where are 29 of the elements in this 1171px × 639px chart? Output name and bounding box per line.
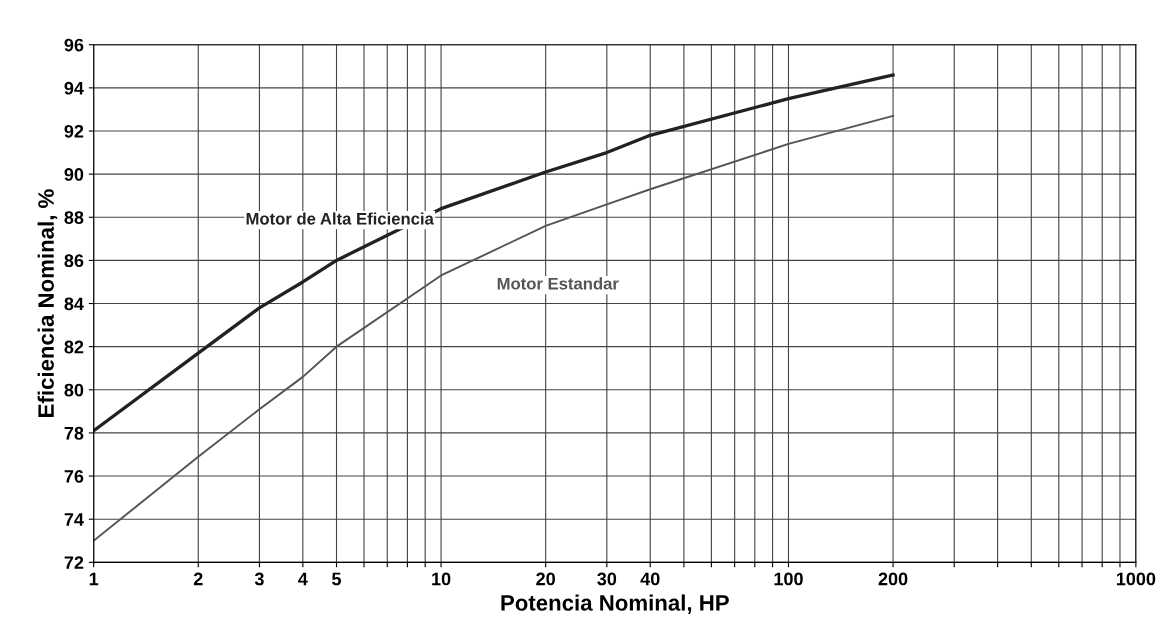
x-tick-label: 30	[597, 572, 617, 586]
y-tick-label: 76	[64, 469, 84, 483]
x-tick-label: 5	[332, 572, 342, 586]
x-tick-label: 20	[536, 572, 555, 586]
y-tick-label: 74	[64, 513, 84, 526]
x-tick-label: 4	[298, 572, 308, 586]
x-tick-label: 40	[640, 572, 660, 586]
y-axis-title: Eficiencia Nominal, %	[37, 189, 58, 417]
y-tick-label: 78	[64, 426, 84, 440]
x-axis-title: Potencia Nominal, HP	[501, 594, 729, 614]
series-label: Motor de Alta Eficiencia	[246, 212, 434, 225]
x-tick-label: 3	[254, 572, 264, 586]
y-tick-label: 86	[64, 254, 84, 268]
x-tick-label: 10	[432, 572, 451, 586]
x-tick-label: 200	[878, 572, 908, 586]
y-tick-label: 72	[64, 556, 84, 569]
y-tick-label: 80	[64, 383, 84, 397]
y-tick-label: 92	[64, 124, 84, 138]
y-tick-label: 94	[64, 81, 84, 95]
y-tick-label: 90	[64, 168, 84, 181]
y-tick-label: 96	[64, 38, 84, 52]
x-tick-label: 1000	[1116, 572, 1156, 586]
x-tick-label: 1	[89, 572, 99, 586]
series-label: Motor Estandar	[497, 277, 619, 290]
y-tick-label: 88	[64, 211, 84, 224]
x-tick-label: 100	[774, 572, 803, 586]
y-tick-label: 84	[64, 297, 84, 311]
x-tick-label: 2	[193, 572, 203, 586]
y-tick-label: 82	[64, 340, 84, 354]
